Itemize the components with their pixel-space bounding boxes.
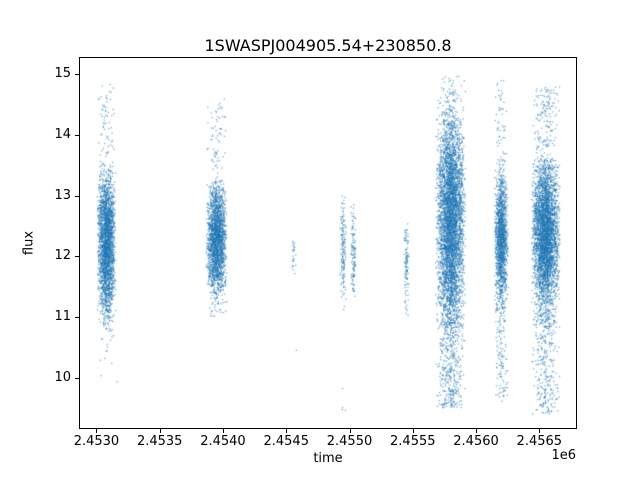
- x-tick-mark: [476, 429, 478, 433]
- x-tick-mark: [286, 429, 288, 433]
- x-tick-mark: [539, 429, 541, 433]
- x-tick-mark: [222, 429, 224, 433]
- y-tick-mark: [75, 256, 79, 258]
- x-tick-label: 2.4530: [73, 434, 120, 449]
- y-tick-mark: [75, 135, 79, 137]
- y-tick-label: 13: [54, 187, 71, 203]
- y-tick-mark: [75, 317, 79, 318]
- y-tick-label: 12: [54, 248, 71, 264]
- x-axis-label: time: [313, 451, 343, 466]
- y-tick-label: 15: [54, 66, 71, 82]
- y-tick-mark: [75, 195, 79, 197]
- x-tick-label: 2.4540: [200, 434, 246, 449]
- x-tick-mark: [349, 429, 351, 433]
- x-tick-label: 2.4555: [390, 434, 436, 449]
- x-axis-offset-label: 1e6: [551, 448, 576, 463]
- x-tick-label: 2.4550: [326, 434, 373, 449]
- y-tick-label: 14: [54, 127, 71, 143]
- x-tick-mark: [159, 429, 161, 433]
- y-tick-mark: [75, 74, 79, 76]
- y-tick-label: 10: [54, 369, 71, 385]
- x-tick-label: 2.4545: [263, 434, 309, 449]
- x-tick-label: 2.4535: [136, 434, 183, 449]
- x-tick-mark: [412, 429, 414, 433]
- chart-title: 1SWASPJ004905.54+230850.8: [204, 36, 452, 55]
- x-tick-label: 2.4560: [453, 434, 499, 449]
- x-tick-mark: [96, 429, 98, 433]
- plot-area: [79, 57, 577, 429]
- x-tick-label: 2.4565: [516, 434, 563, 449]
- plot-canvas: [80, 58, 576, 428]
- y-tick-label: 11: [54, 309, 71, 324]
- y-tick-mark: [75, 377, 79, 379]
